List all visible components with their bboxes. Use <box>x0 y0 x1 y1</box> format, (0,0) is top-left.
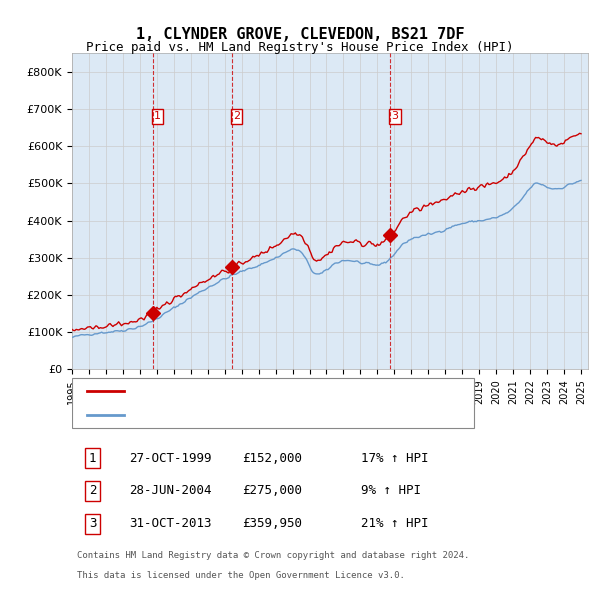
Text: 17% ↑ HPI: 17% ↑ HPI <box>361 452 428 465</box>
Text: 2: 2 <box>89 484 97 497</box>
Text: 1: 1 <box>89 452 97 465</box>
Text: 9% ↑ HPI: 9% ↑ HPI <box>361 484 421 497</box>
Text: 1, CLYNDER GROVE, CLEVEDON, BS21 7DF (detached house): 1, CLYNDER GROVE, CLEVEDON, BS21 7DF (de… <box>134 386 465 396</box>
Text: £152,000: £152,000 <box>242 452 302 465</box>
Text: £359,950: £359,950 <box>242 517 302 530</box>
Text: Contains HM Land Registry data © Crown copyright and database right 2024.: Contains HM Land Registry data © Crown c… <box>77 551 470 560</box>
Text: £275,000: £275,000 <box>242 484 302 497</box>
Text: 1: 1 <box>154 112 161 122</box>
Text: This data is licensed under the Open Government Licence v3.0.: This data is licensed under the Open Gov… <box>77 571 405 580</box>
Text: 21% ↑ HPI: 21% ↑ HPI <box>361 517 428 530</box>
Text: Price paid vs. HM Land Registry's House Price Index (HPI): Price paid vs. HM Land Registry's House … <box>86 41 514 54</box>
Text: 3: 3 <box>391 112 398 122</box>
Text: HPI: Average price, detached house, North Somerset: HPI: Average price, detached house, Nort… <box>134 410 446 420</box>
Text: 27-OCT-1999: 27-OCT-1999 <box>129 452 211 465</box>
Text: 3: 3 <box>89 517 97 530</box>
Text: 28-JUN-2004: 28-JUN-2004 <box>129 484 211 497</box>
Text: 31-OCT-2013: 31-OCT-2013 <box>129 517 211 530</box>
Text: 1, CLYNDER GROVE, CLEVEDON, BS21 7DF: 1, CLYNDER GROVE, CLEVEDON, BS21 7DF <box>136 27 464 41</box>
Text: 2: 2 <box>233 112 240 122</box>
FancyBboxPatch shape <box>72 378 475 428</box>
